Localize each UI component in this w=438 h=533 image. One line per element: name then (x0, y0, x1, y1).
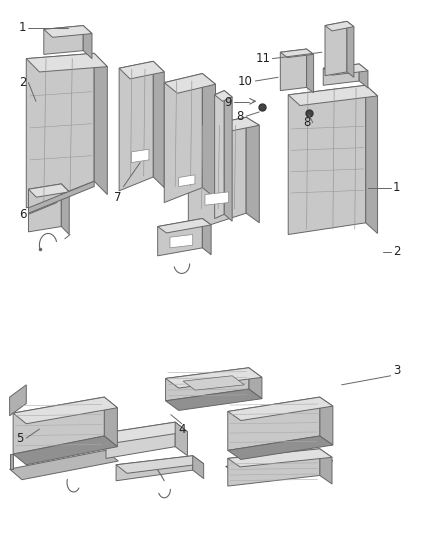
Text: 5: 5 (16, 432, 23, 445)
Polygon shape (158, 219, 202, 256)
Polygon shape (106, 422, 187, 442)
Polygon shape (280, 49, 314, 58)
Polygon shape (119, 61, 153, 191)
Text: 9: 9 (224, 96, 232, 109)
Polygon shape (116, 456, 193, 481)
Polygon shape (131, 149, 149, 163)
Polygon shape (170, 235, 193, 248)
Text: 2: 2 (19, 76, 27, 89)
Polygon shape (28, 184, 69, 197)
Polygon shape (28, 184, 61, 232)
Polygon shape (359, 64, 368, 88)
Polygon shape (246, 117, 259, 223)
Polygon shape (215, 91, 232, 101)
Text: 3: 3 (393, 364, 400, 377)
Polygon shape (153, 61, 164, 188)
Polygon shape (323, 64, 368, 75)
Text: 2: 2 (392, 245, 400, 258)
Polygon shape (166, 368, 262, 388)
Polygon shape (104, 397, 117, 447)
Polygon shape (166, 368, 249, 401)
Text: 4: 4 (178, 423, 186, 435)
Polygon shape (44, 26, 92, 37)
Polygon shape (193, 456, 204, 479)
Polygon shape (26, 53, 107, 72)
Polygon shape (249, 368, 262, 399)
Text: 1: 1 (19, 21, 27, 34)
Polygon shape (10, 450, 118, 480)
Polygon shape (10, 385, 26, 416)
Polygon shape (228, 397, 333, 421)
Polygon shape (116, 456, 204, 473)
Polygon shape (106, 422, 175, 458)
Polygon shape (13, 397, 117, 424)
Polygon shape (224, 91, 232, 221)
Polygon shape (188, 117, 246, 232)
Polygon shape (83, 26, 92, 59)
Polygon shape (228, 449, 320, 486)
Polygon shape (166, 389, 262, 410)
Text: 8: 8 (237, 110, 244, 123)
Text: 8: 8 (303, 116, 310, 129)
Polygon shape (228, 397, 320, 450)
Polygon shape (307, 49, 314, 93)
Polygon shape (215, 91, 224, 219)
Polygon shape (228, 449, 332, 467)
Polygon shape (175, 422, 187, 456)
Text: 7: 7 (113, 191, 121, 204)
Polygon shape (366, 85, 378, 233)
Polygon shape (325, 21, 347, 76)
Polygon shape (188, 117, 259, 137)
Polygon shape (10, 454, 13, 469)
Polygon shape (325, 21, 354, 31)
Text: 11: 11 (255, 52, 270, 65)
Polygon shape (280, 49, 307, 91)
Polygon shape (164, 74, 202, 203)
Polygon shape (158, 219, 211, 233)
Polygon shape (13, 436, 117, 465)
Polygon shape (323, 64, 359, 85)
Polygon shape (226, 452, 333, 475)
Polygon shape (288, 85, 378, 106)
Text: 10: 10 (238, 75, 253, 87)
Polygon shape (164, 74, 215, 93)
Polygon shape (44, 26, 83, 54)
Polygon shape (347, 21, 354, 77)
Polygon shape (28, 181, 94, 213)
Polygon shape (202, 219, 211, 255)
Polygon shape (183, 376, 244, 390)
Polygon shape (61, 184, 69, 235)
Polygon shape (119, 61, 164, 79)
Polygon shape (202, 74, 215, 198)
Polygon shape (228, 436, 333, 459)
Polygon shape (179, 175, 195, 187)
Text: 1: 1 (392, 181, 400, 194)
Polygon shape (94, 53, 107, 195)
Polygon shape (205, 192, 229, 205)
Polygon shape (13, 397, 104, 454)
Polygon shape (320, 397, 333, 445)
Polygon shape (320, 449, 332, 484)
Text: 6: 6 (19, 208, 27, 221)
Polygon shape (288, 85, 366, 235)
Polygon shape (26, 53, 94, 208)
